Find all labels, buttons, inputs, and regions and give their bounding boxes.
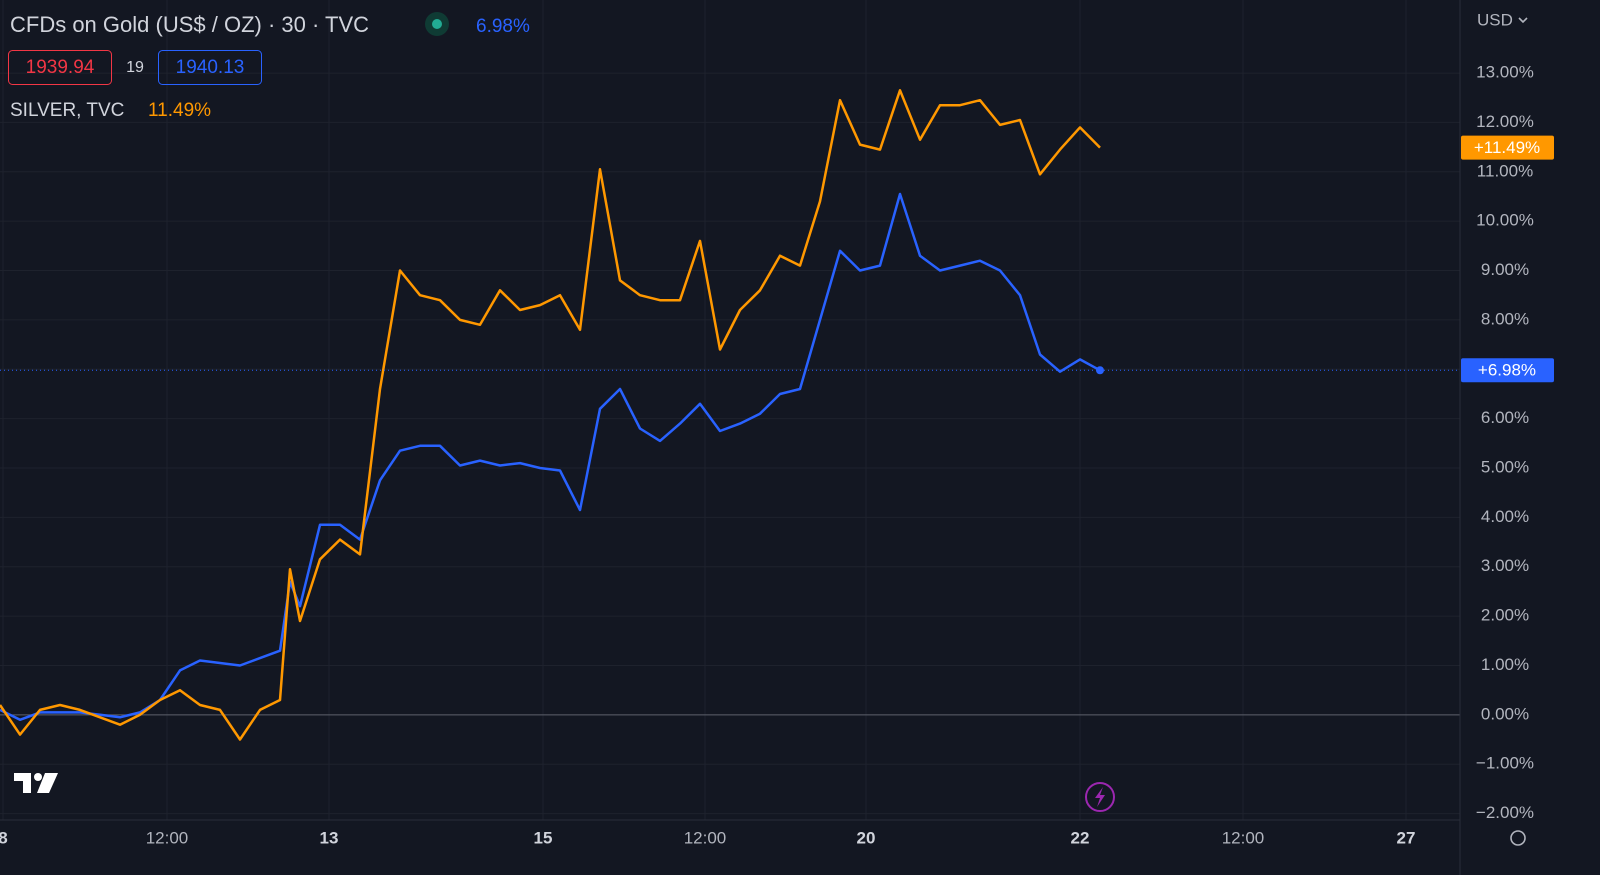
silver-title: SILVER, TVC: [10, 100, 124, 121]
currency-selector[interactable]: USD: [1477, 10, 1513, 29]
y-tick-label: 12.00%: [1476, 112, 1534, 131]
silver-last-value: 11.49%: [148, 100, 211, 121]
series-line: [0, 192, 1101, 722]
spread: 19: [126, 59, 144, 76]
y-tick-label: 3.00%: [1481, 556, 1529, 575]
currency-caret: [1518, 17, 1528, 24]
price-badge-label: +11.49%: [1474, 138, 1540, 157]
ask-box[interactable]: [158, 50, 262, 85]
logo-dot: [34, 773, 42, 781]
ask-price: 1940.13: [176, 57, 245, 78]
price-badge-label: +6.98%: [1478, 361, 1536, 380]
logo-t: [14, 773, 31, 793]
y-tick-label: 9.00%: [1481, 260, 1529, 279]
bid-box[interactable]: [8, 50, 112, 85]
x-tick-label: 12:00: [1222, 828, 1265, 847]
series-line: [0, 89, 1101, 741]
settings-button[interactable]: [1510, 830, 1526, 846]
y-tick-label: 10.00%: [1476, 211, 1534, 230]
tv-logo: [14, 773, 58, 793]
x-tick-label: 12:00: [684, 828, 727, 847]
plot: [0, 89, 1460, 741]
y-tick-label: 0.00%: [1481, 704, 1529, 723]
x-tick-label: 15: [534, 828, 553, 847]
gold-last-value: 6.98%: [476, 16, 530, 37]
y-tick-label: −2.00%: [1476, 803, 1534, 822]
y-tick-label: 1.00%: [1481, 655, 1529, 674]
legend: CFDs on Gold (US$ / OZ) · 30 · TVC 6.98%…: [8, 12, 530, 121]
lightning-button[interactable]: [1085, 782, 1115, 812]
status-dot: [432, 19, 442, 29]
y-tick-label: 11.00%: [1477, 161, 1533, 180]
gold-title: CFDs on Gold (US$ / OZ) · 30 · TVC: [10, 12, 369, 37]
x-tick-label: 13: [320, 828, 339, 847]
y-tick-label: −1.00%: [1476, 754, 1534, 773]
x-tick-label: 22: [1071, 828, 1090, 847]
x-tick-label: 12:00: [146, 828, 189, 847]
price-badge: [1461, 135, 1554, 160]
y-tick-label: 5.00%: [1481, 457, 1529, 476]
y-tick-label: 6.00%: [1481, 408, 1529, 427]
logo-v: [37, 773, 58, 793]
x-tick-label: 20: [857, 828, 876, 847]
bid-price: 1939.94: [26, 57, 95, 78]
lightning-icon: [1095, 787, 1105, 807]
settings-icon: [1510, 830, 1526, 846]
y-tick-label: 2.00%: [1481, 606, 1529, 625]
y-tick-label: 13.00%: [1476, 63, 1534, 82]
x-tick-label: 27: [1397, 828, 1416, 847]
lightning-ring: [1085, 782, 1115, 812]
price-badge: [1461, 358, 1554, 383]
grid: [0, 0, 1460, 820]
last-point: [1096, 366, 1104, 375]
x-tick-label: 8: [0, 828, 8, 847]
y-tick-label: 4.00%: [1481, 507, 1529, 526]
y-tick-label: 8.00%: [1481, 309, 1529, 328]
